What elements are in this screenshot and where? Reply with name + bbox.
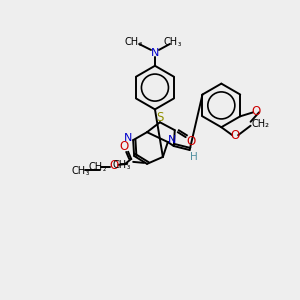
Text: H: H: [190, 152, 197, 162]
Text: O: O: [186, 135, 195, 148]
Text: N: N: [124, 133, 132, 143]
Text: N: N: [151, 48, 159, 58]
Text: O: O: [120, 140, 129, 152]
Text: CH: CH: [164, 37, 178, 47]
Text: CH₂: CH₂: [251, 119, 269, 129]
Text: O: O: [110, 159, 119, 172]
Text: ₃: ₃: [127, 162, 130, 171]
Text: CH: CH: [112, 160, 126, 170]
Text: S: S: [156, 111, 164, 124]
Text: N: N: [168, 135, 176, 145]
Text: ₂: ₂: [103, 164, 106, 173]
Text: CH: CH: [124, 37, 138, 47]
Text: CH: CH: [72, 166, 86, 176]
Text: O: O: [251, 105, 261, 118]
Text: ₃: ₃: [139, 40, 142, 49]
Text: CH: CH: [88, 162, 103, 172]
Text: O: O: [231, 129, 240, 142]
Text: ₃: ₃: [178, 40, 181, 49]
Text: ₃: ₃: [86, 168, 89, 177]
